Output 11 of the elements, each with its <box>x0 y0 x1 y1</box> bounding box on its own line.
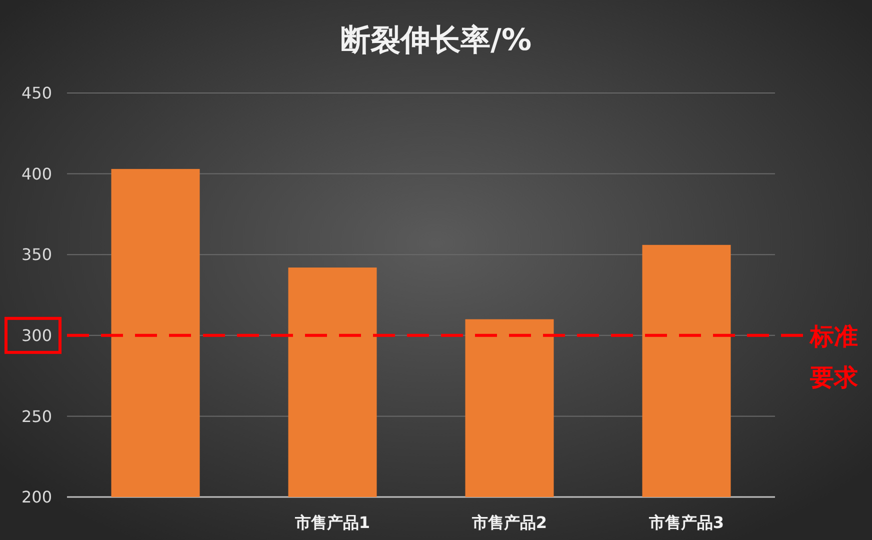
y-tick-label: 450 <box>21 84 52 103</box>
x-tick-label: 市售产品2 <box>470 513 548 532</box>
y-tick-label: 400 <box>21 164 52 184</box>
chart-title: 断裂伸长率/% <box>340 23 532 58</box>
y-tick-label: 300 <box>21 326 52 345</box>
y-tick-label: 350 <box>21 245 52 264</box>
ref-line-label: 标准要求 <box>809 322 859 392</box>
x-tick-label: 市售产品3 <box>648 513 724 532</box>
y-tick-label: 200 <box>21 488 52 507</box>
y-tick-label: 250 <box>21 406 52 426</box>
x-tick-label: 市售产品1 <box>294 513 370 532</box>
